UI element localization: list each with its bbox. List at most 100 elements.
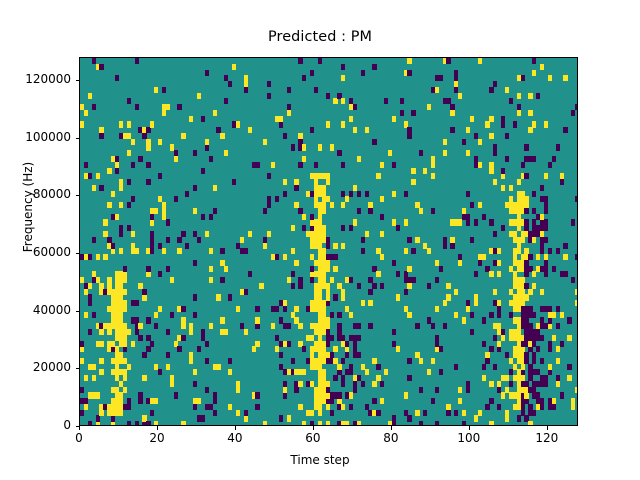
heatmap-cell-high (224, 265, 229, 272)
heatmap-cell-high (95, 277, 100, 284)
heatmap-cell-low (508, 98, 514, 105)
heatmap-cell-low (310, 421, 315, 425)
heatmap-cell-low (547, 369, 553, 376)
heatmap-cell-high (111, 369, 116, 376)
heatmap-cell-high (212, 184, 217, 191)
heatmap-cell-high (329, 202, 334, 209)
heatmap-cell-high (563, 75, 568, 82)
heatmap-cell-low (368, 323, 373, 330)
heatmap-cell-high (528, 127, 533, 134)
heatmap-cell-low (341, 357, 346, 364)
heatmap-cell-high (313, 340, 319, 353)
heatmap-cell-high (251, 392, 256, 399)
heatmap-cell-high (415, 352, 420, 359)
heatmap-cell-high (543, 254, 549, 261)
heatmap-cell-low (173, 150, 178, 157)
heatmap-cell-high (345, 346, 350, 353)
heatmap-cell-low (493, 259, 498, 266)
heatmap-cell-low (150, 409, 155, 416)
heatmap-cell-high (501, 184, 506, 191)
heatmap-cell-low (138, 392, 143, 405)
heatmap-cell-low (337, 421, 342, 425)
heatmap-cell-high (259, 282, 264, 289)
heatmap-cell-high (415, 202, 420, 209)
heatmap-cell-high (243, 75, 248, 88)
heatmap-cell-high (532, 236, 537, 243)
heatmap-cell-high (99, 328, 104, 336)
heatmap-cell-low (430, 323, 436, 330)
heatmap-cell-high (235, 121, 241, 128)
heatmap-cell-high (426, 104, 432, 111)
heatmap-cell-high (536, 254, 541, 261)
heatmap-cell-low (224, 75, 229, 82)
heatmap-cell-high (169, 375, 174, 387)
heatmap-cell-high (103, 230, 108, 238)
heatmap-cell-high (154, 86, 159, 93)
heatmap-cell-low (540, 398, 545, 411)
x-tick-label: 20 (149, 431, 165, 445)
heatmap-cell-low (532, 156, 537, 163)
heatmap-cell-high (243, 415, 248, 422)
heatmap-cell-low (278, 317, 284, 324)
heatmap-cell-high (489, 248, 494, 255)
heatmap-cell-low (563, 242, 568, 249)
heatmap-cell-high (360, 300, 365, 307)
heatmap-cell-high (426, 369, 432, 376)
heatmap-cell-low (310, 225, 315, 232)
heatmap-cell-high (520, 375, 525, 382)
heatmap-cell-low (403, 288, 408, 295)
heatmap-cell-high (107, 167, 112, 174)
heatmap-cell-high (235, 305, 241, 313)
heatmap-cell-low (528, 323, 533, 341)
heatmap-cell-high (111, 156, 116, 163)
heatmap-cell-low (368, 207, 373, 215)
heatmap-cell-high (118, 392, 124, 416)
heatmap-cell-high (477, 58, 482, 65)
heatmap-cell-high (430, 156, 436, 168)
heatmap-cell-high (313, 386, 319, 411)
heatmap-cell-high (274, 115, 280, 122)
heatmap-cell-low (177, 346, 182, 353)
heatmap-cell-high (80, 346, 85, 353)
heatmap-cell-low (450, 104, 455, 111)
heatmap-cell-high (173, 156, 178, 163)
heatmap-cell-low (551, 265, 556, 272)
heatmap-cell-low (489, 398, 494, 405)
heatmap-cell-high (118, 380, 124, 387)
heatmap-cell-low (329, 311, 334, 318)
heatmap-cell-high (317, 421, 323, 425)
heatmap-cell-high (345, 421, 350, 425)
heatmap-cell-low (528, 156, 533, 163)
heatmap-cell-high (325, 317, 330, 330)
heatmap-cell-high (169, 277, 174, 284)
heatmap-cell-low (220, 277, 225, 284)
heatmap-cell-high (154, 421, 159, 425)
heatmap-cell-high (83, 173, 89, 180)
heatmap-cell-high (524, 294, 529, 301)
heatmap-cell-low (493, 81, 498, 88)
heatmap-cell-low (200, 167, 206, 174)
heatmap-cell-high (310, 230, 315, 249)
heatmap-cell-high (493, 323, 498, 330)
heatmap-cell-low (434, 421, 439, 425)
heatmap-cell-high (282, 254, 287, 261)
heatmap-cell-high (115, 271, 120, 341)
heatmap-cell-low (473, 132, 478, 140)
heatmap-cell-low (481, 213, 486, 220)
heatmap-cell-high (559, 311, 564, 318)
heatmap-cell-high (442, 138, 447, 145)
heatmap-cell-high (508, 357, 514, 364)
heatmap-cell-low (434, 75, 439, 82)
heatmap-cell-low (134, 317, 139, 336)
heatmap-cell-high (325, 403, 330, 411)
heatmap-cell-low (278, 363, 284, 370)
heatmap-cell-low (508, 311, 514, 318)
heatmap-cell-low (337, 392, 342, 399)
heatmap-cell-low (142, 352, 147, 359)
heatmap-cell-high (302, 369, 307, 376)
heatmap-cell-low (193, 150, 198, 157)
heatmap-cell-low (325, 236, 330, 249)
heatmap-cell-low (454, 86, 459, 93)
heatmap-cell-low (274, 196, 280, 203)
heatmap-cell-low (146, 127, 151, 134)
